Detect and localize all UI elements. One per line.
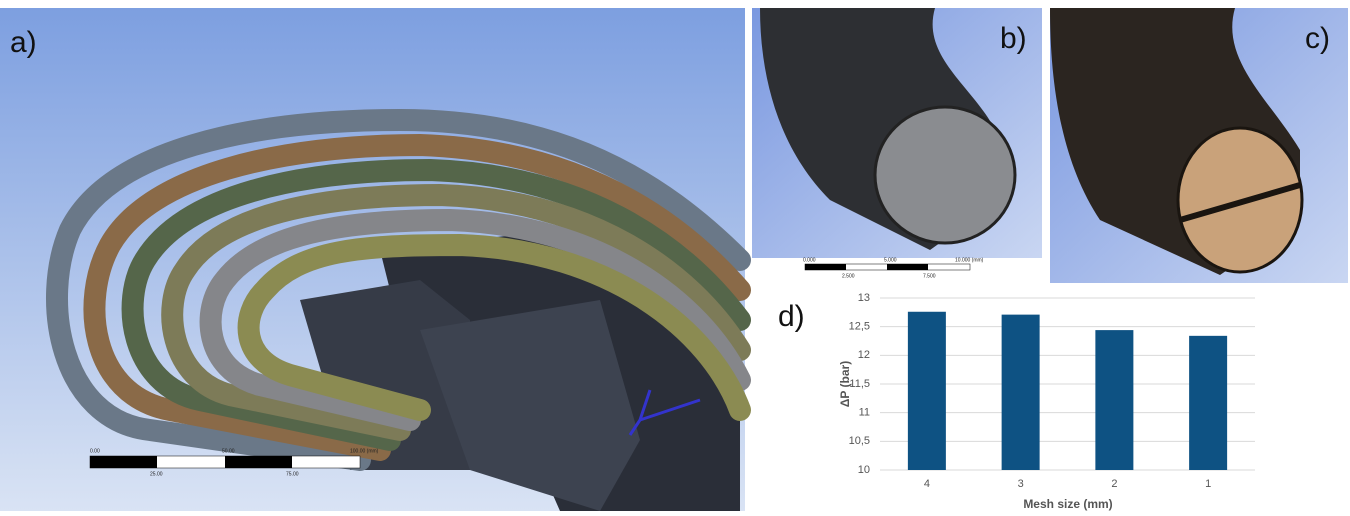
y-tick-label: 10,5 <box>849 435 870 447</box>
y-tick-label: 12,5 <box>849 321 870 333</box>
scale-label: 25.00 <box>150 471 163 477</box>
x-tick-label: 3 <box>1018 478 1024 490</box>
x-tick-label: 1 <box>1205 478 1211 490</box>
bar <box>1189 336 1227 470</box>
panel-label: b) <box>1000 22 1027 55</box>
y-tick-label: 11 <box>859 407 870 419</box>
scale-label: 50.00 <box>222 448 235 454</box>
bar <box>908 312 946 470</box>
x-tick-label: 4 <box>924 478 930 490</box>
bar <box>1002 315 1040 470</box>
panel-b-image <box>752 8 1042 270</box>
panel-label: a) <box>10 26 37 59</box>
y-tick-label: 12 <box>858 349 870 361</box>
figure: a) 0.00 50.00 100.00 (mm) 25.00 75.00 b)… <box>0 0 1350 511</box>
scale-label: 7.500 <box>923 273 936 279</box>
y-tick-label: 10 <box>858 464 870 476</box>
panel-label: c) <box>1305 22 1330 55</box>
panel-label: d) <box>778 300 805 333</box>
panel-a-image <box>0 8 745 511</box>
scale-label: 0.00 <box>90 448 100 454</box>
scale-label: 100.00 (mm) <box>350 448 379 454</box>
bar <box>1095 330 1133 470</box>
x-axis-label: Mesh size (mm) <box>1023 497 1112 511</box>
y-tick-label: 11,5 <box>849 378 870 390</box>
scale-label: 2.500 <box>842 273 855 279</box>
scale-label: 75.00 <box>286 471 299 477</box>
scale-label: 0.000 <box>803 257 816 263</box>
y-tick-label: 13 <box>858 292 870 304</box>
scale-label: 5.000 <box>884 257 897 263</box>
x-tick-label: 2 <box>1111 478 1117 490</box>
scale-label: 10.000 (mm) <box>955 257 984 263</box>
panel-c-image <box>1050 8 1348 283</box>
